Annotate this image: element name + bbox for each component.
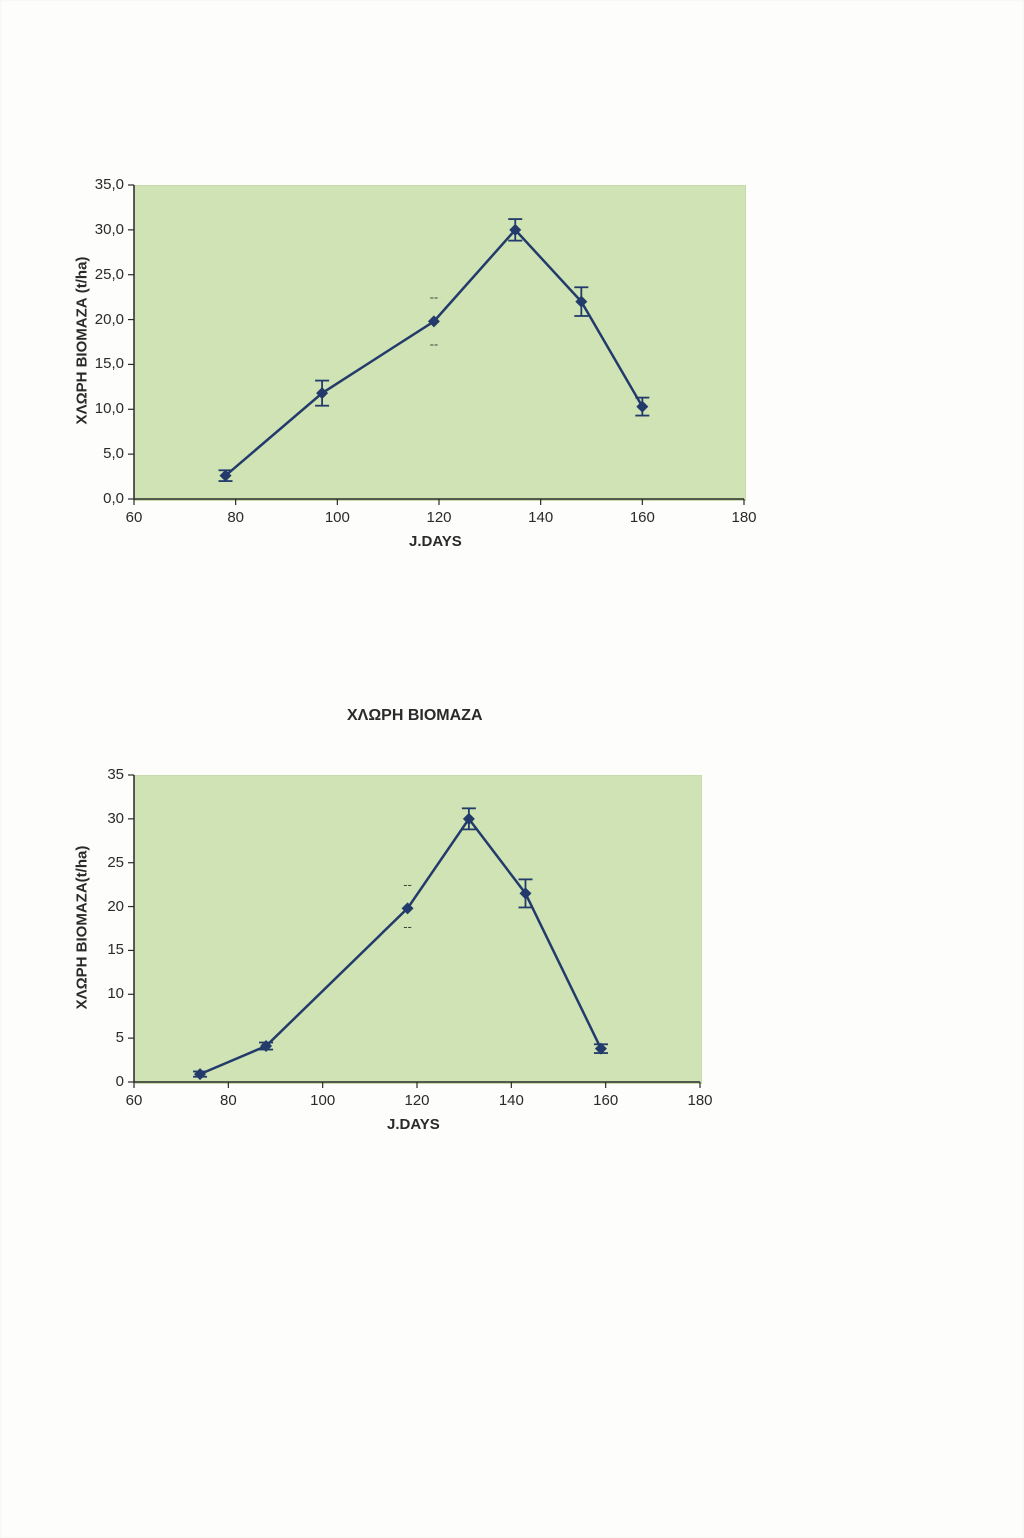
y-tick-label: 10 xyxy=(80,985,124,1002)
y-tick-label: 25 xyxy=(80,854,124,871)
y-tick-label: 20,0 xyxy=(80,311,124,328)
svg-text:--: -- xyxy=(430,336,439,351)
y-tick-label: 0 xyxy=(80,1073,124,1090)
chart-1-line-svg: -- -- xyxy=(114,165,764,519)
y-tick-label: 5,0 xyxy=(80,445,124,462)
x-tick-label: 80 xyxy=(220,1092,237,1109)
y-tick-label: 10,0 xyxy=(80,400,124,417)
x-tick-label: 160 xyxy=(630,509,655,526)
y-tick-label: 0,0 xyxy=(80,490,124,507)
x-tick-label: 140 xyxy=(499,1092,524,1109)
y-tick-label: 25,0 xyxy=(80,266,124,283)
x-tick-label: 120 xyxy=(426,509,451,526)
y-tick-label: 35,0 xyxy=(80,176,124,193)
y-tick-label: 35 xyxy=(80,766,124,783)
x-tick-label: 60 xyxy=(126,509,143,526)
svg-text:--: -- xyxy=(430,290,439,305)
x-tick-label: 100 xyxy=(310,1092,335,1109)
chart-2-y-axis-label: ΧΛΩΡΗ ΒΙΟΜΑΖΑ(t/ha) xyxy=(74,797,91,1057)
document-page: -- -- ΧΛΩΡΗ ΒΙΟΜΑΖΑ (t/ha) J.DAYS 0,0 5,0 1… xyxy=(0,0,1024,1538)
x-tick-label: 120 xyxy=(404,1092,429,1109)
y-tick-label: 20 xyxy=(80,898,124,915)
chart-1-x-axis-label: J.DAYS xyxy=(409,533,462,550)
svg-text:--: -- xyxy=(403,919,412,934)
y-tick-label: 15,0 xyxy=(80,355,124,372)
x-tick-label: 80 xyxy=(227,509,244,526)
chart-1-y-axis-label: ΧΛΩΡΗ ΒΙΟΜΑΖΑ (t/ha) xyxy=(74,211,91,471)
chart-2-x-axis-label: J.DAYS xyxy=(387,1116,440,1133)
x-tick-label: 180 xyxy=(687,1092,712,1109)
chart-2-line-svg: -- -- xyxy=(114,755,720,1102)
x-tick-label: 60 xyxy=(126,1092,143,1109)
x-tick-label: 100 xyxy=(325,509,350,526)
svg-text:--: -- xyxy=(403,877,412,892)
x-tick-label: 160 xyxy=(593,1092,618,1109)
y-tick-label: 5 xyxy=(80,1029,124,1046)
y-tick-label: 15 xyxy=(80,941,124,958)
y-tick-label: 30 xyxy=(80,810,124,827)
x-tick-label: 140 xyxy=(528,509,553,526)
y-tick-label: 30,0 xyxy=(80,221,124,238)
x-tick-label: 180 xyxy=(731,509,756,526)
chart-2-title: ΧΛΩΡΗ ΒΙΟΜΑΖΑ xyxy=(347,707,483,725)
